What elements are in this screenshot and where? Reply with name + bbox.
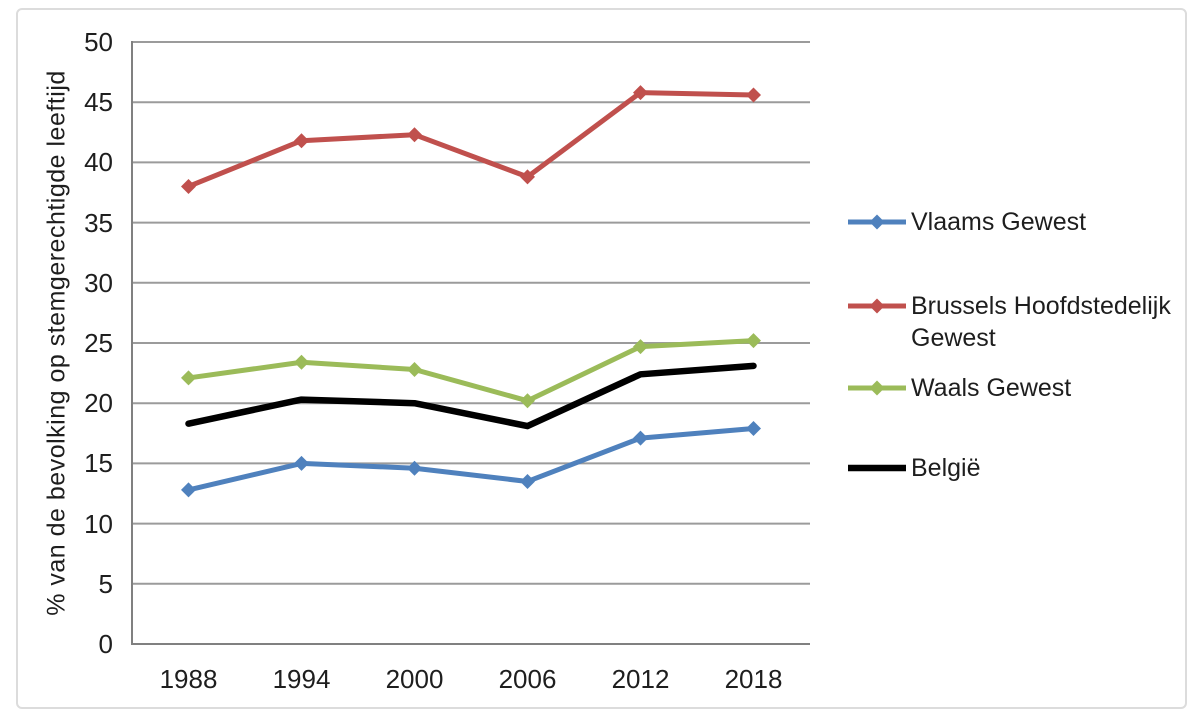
y-tick-label-40: 40 — [84, 147, 113, 178]
marker-diamond-vlaams-gewest-2012 — [633, 430, 648, 446]
y-tick-label-30: 30 — [84, 267, 113, 298]
legend-label-belgi: België — [911, 454, 981, 482]
series-line-brussels-hoofdstedelijk-gewest — [186, 90, 756, 189]
series-line-waals-gewest — [186, 338, 756, 404]
y-tick-label-15: 15 — [84, 448, 113, 479]
x-tick-label-2012: 2012 — [611, 664, 670, 694]
legend-item-brussels-hoofdstedelijk-gewest: Brussels Hoofdstedelijk Gewest — [848, 290, 1200, 354]
y-tick-label-10: 10 — [84, 508, 113, 539]
legend-marker-vlaams-gewest — [848, 214, 906, 230]
marker-diamond-brussels-hoofdstedelijk-gewest-2000 — [407, 127, 422, 143]
y-tick-label-25: 25 — [84, 328, 113, 358]
legend-marker-belgi — [848, 464, 906, 472]
marker-diamond-waals-gewest-2018 — [746, 333, 761, 349]
marker-diamond-vlaams-gewest-2000 — [407, 460, 422, 476]
series-line-belgi — [185, 362, 757, 430]
y-tick-label-20: 20 — [84, 388, 113, 419]
y-tick-label-50: 50 — [84, 27, 113, 57]
legend-marker-waals-gewest — [848, 380, 906, 396]
marker-diamond-brussels-hoofdstedelijk-gewest-1994 — [294, 133, 309, 149]
x-tick-label-2000: 2000 — [385, 664, 444, 694]
legend-marker-brussels-hoofdstedelijk-gewest — [848, 298, 906, 314]
legend-label-waals-gewest: Waals Gewest — [911, 374, 1072, 402]
y-tick-label-5: 5 — [98, 568, 113, 599]
marker-diamond-vlaams-gewest-2006 — [520, 473, 535, 489]
marker-diamond-waals-gewest-2000 — [407, 361, 422, 377]
marker-diamond-brussels-hoofdstedelijk-gewest-2018 — [746, 87, 761, 103]
legend-item-waals-gewest: Waals Gewest — [848, 372, 1200, 404]
y-tick-label-45: 45 — [84, 87, 113, 118]
marker-diamond-waals-gewest-1988 — [181, 370, 196, 386]
marker-diamond-vlaams-gewest-2018 — [746, 420, 761, 436]
x-tick-label-1994: 1994 — [272, 664, 331, 694]
x-tick-label-2006: 2006 — [498, 664, 557, 694]
marker-diamond-brussels-hoofdstedelijk-gewest-1988 — [181, 178, 196, 194]
y-tick-label-35: 35 — [84, 207, 113, 238]
y-tick-label-0: 0 — [98, 629, 113, 659]
marker-diamond-vlaams-gewest-1988 — [181, 482, 196, 498]
marker-diamond-waals-gewest-2006 — [520, 393, 535, 409]
marker-diamond-waals-gewest-1994 — [294, 354, 309, 370]
x-tick-label-1988: 1988 — [159, 664, 218, 694]
marker-diamond-waals-gewest-2012 — [633, 339, 648, 355]
chart-legend: Vlaams Gewest Brussels Hoofdstedelijk Gew… — [848, 0, 1200, 725]
series-line-vlaams-gewest — [186, 425, 756, 493]
legend-label-brussels-hoofdstedelijk-gewest: Brussels Hoofdstedelijk Gewest — [911, 292, 1171, 352]
legend-item-belgi: België — [848, 452, 1200, 484]
x-tick-label-2018: 2018 — [724, 664, 783, 694]
marker-diamond-brussels-hoofdstedelijk-gewest-2006 — [520, 169, 535, 185]
legend-item-vlaams-gewest: Vlaams Gewest — [848, 206, 1200, 238]
marker-diamond-brussels-hoofdstedelijk-gewest-2012 — [633, 85, 648, 101]
legend-label-vlaams-gewest: Vlaams Gewest — [911, 208, 1087, 236]
marker-diamond-vlaams-gewest-1994 — [294, 455, 309, 471]
